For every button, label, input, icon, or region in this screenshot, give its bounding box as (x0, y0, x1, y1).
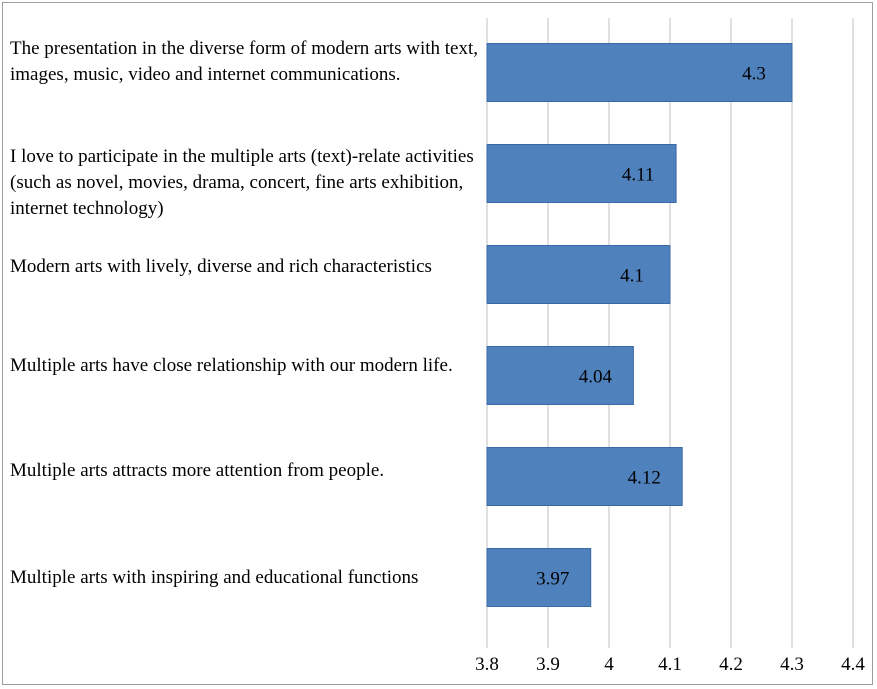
data-label: 4.04 (579, 367, 613, 388)
bar (486, 144, 677, 203)
category-label-1: The presentation in the diverse form of … (10, 38, 479, 85)
gridlines (486, 18, 854, 648)
data-label: 4.12 (628, 468, 661, 489)
x-tick-label: 4.1 (658, 654, 682, 675)
data-labels: 4.3 4.11 4.1 4.04 4.12 3.97 (536, 64, 766, 590)
x-tick-label: 4 (604, 654, 614, 675)
x-tick-label: 4.3 (780, 654, 804, 675)
bar (486, 245, 671, 304)
category-label-2: I love to participate in the multiple ar… (10, 146, 474, 219)
category-label-3: Modern arts with lively, diverse and ric… (10, 256, 432, 277)
data-label: 4.11 (622, 165, 655, 186)
x-tick-label: 3.8 (475, 654, 499, 675)
category-label-5: Multiple arts attracts more attention fr… (10, 460, 385, 481)
data-label: 4.1 (620, 266, 644, 287)
x-axis-tick-labels: 3.8 3.9 4 4.1 4.2 4.3 4.4 (475, 654, 865, 675)
x-tick-label: 4.4 (841, 654, 865, 675)
bar (486, 346, 634, 405)
bars (486, 43, 793, 607)
category-label-6: Multiple arts with inspiring and educati… (10, 567, 419, 588)
x-tick-label: 4.2 (719, 654, 743, 675)
bar (486, 447, 683, 506)
x-tick-label: 3.9 (536, 654, 560, 675)
data-label: 4.3 (742, 64, 766, 85)
bar (486, 43, 793, 102)
bar (486, 548, 592, 607)
data-label: 3.97 (536, 569, 569, 590)
category-label-4: Multiple arts have close relationship wi… (10, 355, 453, 376)
